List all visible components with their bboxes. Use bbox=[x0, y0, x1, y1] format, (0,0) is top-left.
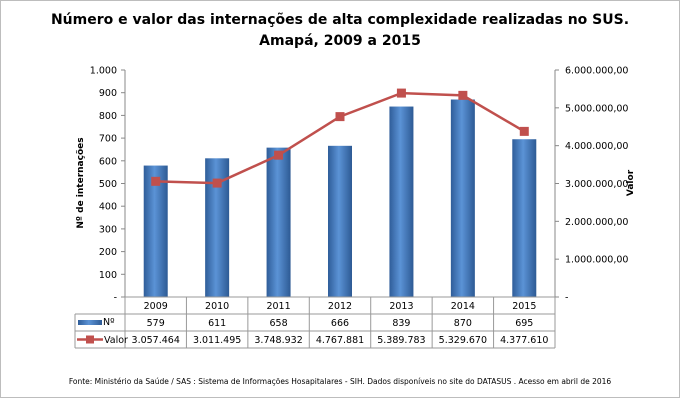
legend-bar-key bbox=[78, 320, 102, 325]
bar-2013 bbox=[389, 106, 414, 297]
y-tick-label-left: 300 bbox=[99, 224, 117, 235]
chart-subtitle: Amapá, 2009 a 2015 bbox=[259, 33, 421, 49]
y-tick-label-right: 6.000.000,00 bbox=[565, 66, 628, 77]
y-tick-label-left: 400 bbox=[99, 202, 117, 213]
y-tick-label-left: 600 bbox=[99, 156, 117, 167]
y-tick-label-right: - bbox=[565, 293, 568, 304]
y-tick-label-right: 2.000.000,00 bbox=[565, 217, 628, 228]
x-tick-label: 2012 bbox=[328, 301, 352, 312]
table-cell-n: 839 bbox=[392, 318, 410, 329]
bar-2014 bbox=[450, 99, 475, 297]
valor-marker-2011 bbox=[274, 150, 284, 160]
y-tick-label-left: 900 bbox=[99, 88, 117, 99]
table-cell-n: 579 bbox=[147, 318, 165, 329]
valor-marker-2009 bbox=[151, 176, 161, 186]
x-tick-label: 2010 bbox=[205, 301, 229, 312]
table-cell-n: 695 bbox=[515, 318, 533, 329]
table-cell-valor: 5.389.783 bbox=[377, 335, 425, 346]
y-tick-label-left: 100 bbox=[99, 270, 117, 281]
bar-2009 bbox=[143, 165, 168, 297]
valor-marker-2013 bbox=[396, 88, 406, 98]
x-tick-label: 2011 bbox=[266, 301, 290, 312]
table-cell-valor: 3.748.932 bbox=[254, 335, 302, 346]
y-tick-label-left: 1.000 bbox=[90, 66, 117, 77]
valor-marker-2010 bbox=[212, 178, 222, 188]
y-tick-label-left: - bbox=[114, 293, 117, 304]
valor-marker-2012 bbox=[335, 112, 345, 122]
bar-2011 bbox=[266, 147, 291, 297]
y-tick-label-right: 5.000.000,00 bbox=[565, 103, 628, 114]
y-tick-label-left: 200 bbox=[99, 247, 117, 258]
table-cell-n: 870 bbox=[454, 318, 472, 329]
table-cell-n: 666 bbox=[331, 318, 349, 329]
valor-marker-2014 bbox=[458, 90, 468, 100]
table-cell-n: 658 bbox=[270, 318, 288, 329]
y-tick-label-left: 800 bbox=[99, 111, 117, 122]
legend-label-n: Nº bbox=[103, 317, 115, 328]
y-tick-label-left: 700 bbox=[99, 134, 117, 145]
table-cell-valor: 4.767.881 bbox=[316, 335, 364, 346]
table-cell-valor: 5.329.670 bbox=[439, 335, 487, 346]
y-tick-label-left: 500 bbox=[99, 179, 117, 190]
legend-marker-key bbox=[86, 335, 94, 344]
table-cell-valor: 4.377.610 bbox=[500, 335, 548, 346]
valor-marker-2015 bbox=[519, 126, 529, 136]
bar-2015 bbox=[512, 139, 537, 297]
y-axis-right-label: Valor bbox=[626, 169, 636, 196]
table-cell-valor: 3.011.495 bbox=[193, 335, 241, 346]
legend-label-valor: Valor bbox=[104, 335, 128, 346]
x-tick-label: 2015 bbox=[512, 301, 536, 312]
source-note: Fonte: Ministério da Saúde / SAS : Siste… bbox=[69, 377, 612, 386]
bar-2012 bbox=[328, 145, 352, 297]
x-tick-label: 2014 bbox=[451, 301, 475, 312]
x-tick-label: 2013 bbox=[389, 301, 413, 312]
x-tick-label: 2009 bbox=[144, 301, 168, 312]
y-tick-label-right: 3.000.000,00 bbox=[565, 179, 628, 190]
y-tick-label-right: 1.000.000,00 bbox=[565, 255, 628, 266]
y-axis-left-label: Nº de internações bbox=[76, 137, 86, 228]
table-cell-valor: 3.057.464 bbox=[132, 335, 180, 346]
chart-title: Número e valor das internações de alta c… bbox=[51, 12, 629, 28]
y-tick-label-right: 4.000.000,00 bbox=[565, 141, 628, 152]
table-cell-n: 611 bbox=[208, 318, 226, 329]
